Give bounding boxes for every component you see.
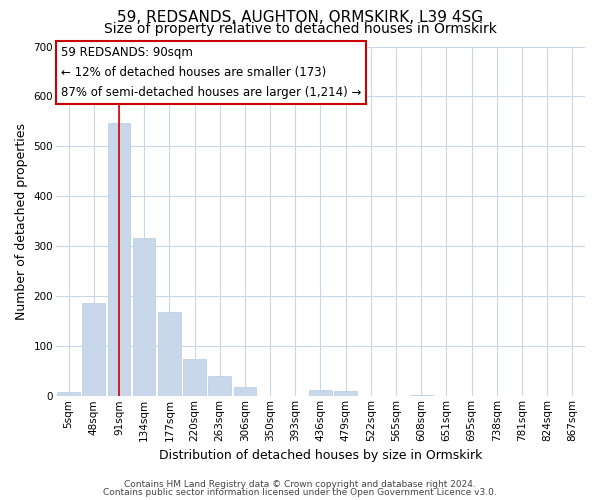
Text: Contains public sector information licensed under the Open Government Licence v3: Contains public sector information licen… xyxy=(103,488,497,497)
Bar xyxy=(82,304,105,396)
Y-axis label: Number of detached properties: Number of detached properties xyxy=(15,123,28,320)
Text: Contains HM Land Registry data © Crown copyright and database right 2024.: Contains HM Land Registry data © Crown c… xyxy=(124,480,476,489)
Text: 59 REDSANDS: 90sqm
← 12% of detached houses are smaller (173)
87% of semi-detach: 59 REDSANDS: 90sqm ← 12% of detached hou… xyxy=(61,46,361,99)
Bar xyxy=(208,376,231,396)
Bar xyxy=(57,392,80,396)
Bar xyxy=(334,392,357,396)
X-axis label: Distribution of detached houses by size in Ormskirk: Distribution of detached houses by size … xyxy=(159,450,482,462)
Text: 59, REDSANDS, AUGHTON, ORMSKIRK, L39 4SG: 59, REDSANDS, AUGHTON, ORMSKIRK, L39 4SG xyxy=(117,10,483,25)
Text: Size of property relative to detached houses in Ormskirk: Size of property relative to detached ho… xyxy=(104,22,496,36)
Bar xyxy=(158,312,181,396)
Bar xyxy=(233,387,256,396)
Bar xyxy=(410,395,433,396)
Bar xyxy=(183,359,206,397)
Bar xyxy=(133,238,155,396)
Bar xyxy=(107,123,130,396)
Bar xyxy=(309,390,332,396)
